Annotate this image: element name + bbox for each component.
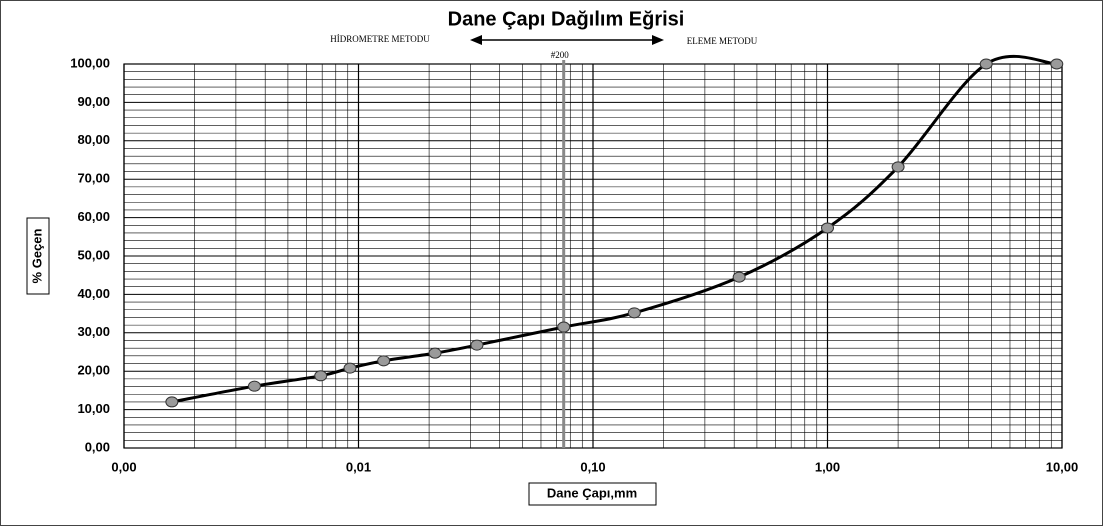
y-label-box [26,217,50,295]
annotation: ELEME METODU [687,36,758,46]
x-tick-label: 0,00 [111,459,136,474]
y-axis-label: % Geçen [29,228,44,283]
y-tick-label: 70,00 [77,171,110,186]
x-tick-label: 1,00 [815,459,840,474]
y-tick-label: 30,00 [77,324,110,339]
data-point [821,222,834,234]
method-arrows [470,35,664,45]
plot-border [123,63,1063,449]
y-tick-label: 90,00 [77,94,110,109]
data-point [891,161,905,173]
x-axis-label: Dane Çapı,mm [547,485,637,500]
y-tick-label: 20,00 [77,363,110,378]
y-tick-label: 80,00 [77,132,110,147]
data-point [979,58,993,70]
data-point [377,355,391,367]
data-point [470,339,484,351]
y-tick-label: 100,00 [70,55,110,70]
y-tick-label: 0,00 [85,439,110,454]
chart-title: Dane Çapı Dağılım Eğrisi [448,8,685,30]
data-point [247,380,261,392]
y-tick-label: 40,00 [77,286,110,301]
annotation: HİDROMETRE METODU [330,34,430,44]
data-point [343,362,357,374]
y-tick-label: 60,00 [77,209,110,224]
y-tick-label: 50,00 [77,247,110,262]
annotation: #200 [551,50,570,60]
data-point [557,321,571,333]
y-tick-label: 10,00 [77,401,110,416]
x-tick-label: 10,00 [1046,459,1079,474]
data-point [732,271,746,283]
data-point [627,307,641,319]
x-label-box [528,482,657,506]
data-point [1050,58,1064,70]
x-tick-label: 0,01 [346,459,371,474]
x-tick-label: 0,10 [580,459,605,474]
data-point [165,396,179,408]
data-point [428,347,442,359]
data-point [314,370,328,382]
